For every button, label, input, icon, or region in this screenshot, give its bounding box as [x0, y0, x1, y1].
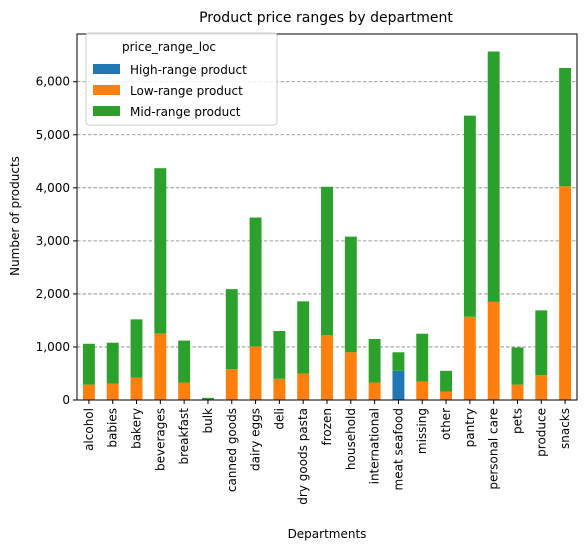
- bar-segment: [559, 67, 572, 187]
- bar-segment: [154, 168, 167, 334]
- x-tick-label: canned goods: [225, 408, 239, 492]
- bar-segment: [106, 342, 119, 384]
- bar-segment: [416, 381, 429, 400]
- x-tick-label: dry goods pasta: [296, 408, 310, 505]
- bar-segment: [487, 301, 500, 400]
- bar-segment: [225, 289, 238, 370]
- x-tick-label: dairy eggs: [249, 408, 263, 471]
- bar-segment: [178, 340, 191, 383]
- bar-segment: [321, 186, 333, 336]
- bar-segment: [202, 397, 214, 400]
- bar-segment: [368, 339, 381, 383]
- x-tick-label: pets: [510, 408, 524, 434]
- bar-segment: [273, 331, 286, 379]
- legend-box: [85, 32, 278, 126]
- x-tick-label: other: [439, 408, 453, 440]
- x-tick-label: bulk: [201, 408, 215, 434]
- x-axis-label: Departments: [288, 527, 367, 541]
- x-tick-label: pantry: [463, 408, 477, 447]
- x-tick-label: personal care: [487, 408, 501, 490]
- bar-segment: [178, 382, 191, 400]
- legend-swatch: [93, 106, 120, 116]
- bar-segment: [225, 369, 238, 400]
- bar-segment: [440, 391, 452, 400]
- bar-segment: [368, 382, 381, 400]
- bar-segment: [344, 352, 357, 400]
- bar-segment: [487, 51, 500, 302]
- bar-segment: [321, 335, 333, 400]
- legend-entry: Mid-range product: [130, 105, 241, 119]
- bar-segment: [82, 343, 95, 385]
- y-axis-label: Number of products: [8, 156, 22, 276]
- y-tick-label: 0: [62, 393, 70, 407]
- bar-segment: [344, 236, 357, 353]
- legend: price_range_loc High-range product Low-ra…: [85, 32, 278, 126]
- bar-segment: [273, 378, 286, 400]
- bar-segment: [535, 310, 548, 376]
- bar-segment: [106, 383, 119, 400]
- x-axis: alcohol babies bakery beverages breakfast bul…: [82, 400, 572, 505]
- y-tick-label: 5,000: [36, 128, 70, 142]
- bar-segment: [559, 186, 572, 400]
- y-tick-label: 1,000: [36, 340, 70, 354]
- bar-segment: [511, 384, 524, 400]
- legend-title: price_range_loc: [122, 40, 216, 54]
- bar-segment: [249, 217, 262, 347]
- bar-segment: [130, 319, 143, 378]
- y-tick-label: 4,000: [36, 181, 70, 195]
- x-tick-label: alcohol: [82, 408, 96, 451]
- bar-segment: [130, 377, 143, 400]
- legend-swatch: [93, 85, 120, 95]
- x-tick-label: missing: [415, 408, 429, 454]
- x-tick-label: frozen: [320, 408, 334, 446]
- x-tick-label: produce: [534, 408, 548, 457]
- y-tick-label: 2,000: [36, 287, 70, 301]
- x-tick-label: deli: [272, 408, 286, 430]
- legend-swatch: [93, 64, 120, 74]
- bar-segment: [297, 301, 310, 374]
- x-tick-label: snacks: [558, 408, 572, 449]
- y-tick-label: 6,000: [36, 75, 70, 89]
- x-tick-label: household: [344, 408, 358, 470]
- legend-entry: High-range product: [130, 63, 247, 77]
- bars: [82, 51, 572, 400]
- y-axis: 0 1,000 2,000 3,000 4,000 5,000 6,000: [36, 75, 77, 407]
- x-tick-label: meat seafood: [391, 408, 405, 490]
- x-tick-label: international: [368, 408, 382, 484]
- x-tick-label: breakfast: [177, 408, 191, 465]
- bar-segment: [392, 370, 405, 400]
- bar-segment: [82, 384, 95, 400]
- bar-segment: [392, 352, 405, 371]
- bar-segment: [249, 346, 262, 400]
- bar-segment: [463, 316, 476, 400]
- chart-title: Product price ranges by department: [199, 10, 453, 26]
- bar-segment: [440, 370, 452, 392]
- x-tick-label: babies: [106, 408, 120, 448]
- bar-segment: [297, 373, 310, 400]
- bar-segment: [463, 115, 476, 317]
- x-tick-label: beverages: [153, 408, 167, 471]
- legend-entry: Low-range product: [130, 84, 243, 98]
- bar-segment: [154, 333, 167, 400]
- y-tick-label: 3,000: [36, 234, 70, 248]
- x-tick-label: bakery: [130, 408, 144, 449]
- bar-segment: [511, 347, 524, 385]
- bar-segment: [416, 333, 429, 382]
- bar-segment: [535, 375, 548, 400]
